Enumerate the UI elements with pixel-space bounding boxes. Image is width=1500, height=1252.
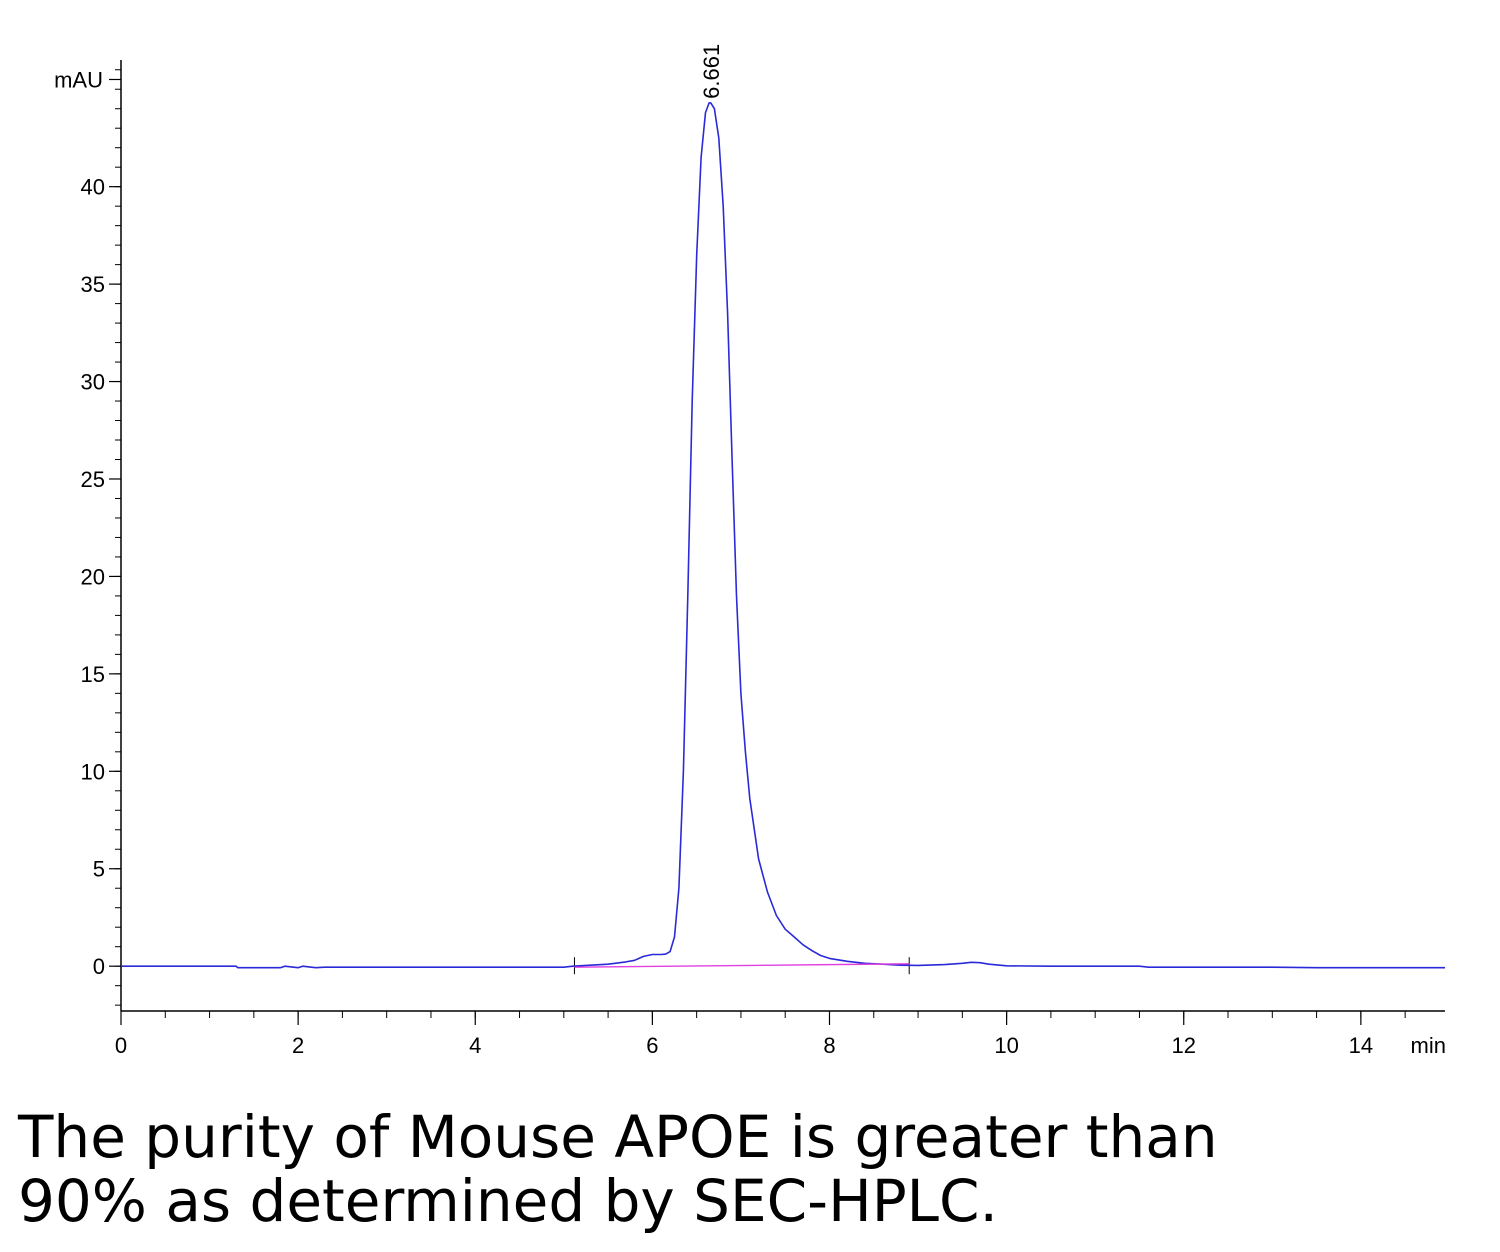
y-axis-label: mAU <box>54 67 103 92</box>
y-tick-label: 40 <box>81 175 105 200</box>
baseline-trace <box>574 963 910 968</box>
y-tick-label: 20 <box>81 564 105 589</box>
x-axis-label: min <box>1411 1033 1446 1058</box>
chart-svg: 0 5 10 15 20 25 30 35 40 mAU 0 2 4 6 8 10 12 14 min 6.661 <box>54 44 1446 1058</box>
y-tick-label: 5 <box>93 857 105 882</box>
caption-line-2: 90% as determined by SEC-HPLC. <box>18 1167 998 1235</box>
y-tick-label: 35 <box>81 272 105 297</box>
x-tick-label: 2 <box>292 1033 304 1058</box>
y-tick-label: 0 <box>93 954 105 979</box>
peak-label: 6.661 <box>699 44 724 99</box>
chromatogram-chart: 0 5 10 15 20 25 30 35 40 mAU 0 2 4 6 8 10 12 14 min 6.661 <box>54 44 1446 1058</box>
x-tick-label: 14 <box>1349 1033 1373 1058</box>
x-tick-label: 10 <box>994 1033 1018 1058</box>
chromatogram-trace <box>121 102 1445 969</box>
x-tick-label: 0 <box>115 1033 127 1058</box>
x-tick-label: 12 <box>1172 1033 1196 1058</box>
y-tick-label: 30 <box>81 370 105 395</box>
purity-caption: The purity of Mouse APOE is greater than… <box>18 1105 1478 1233</box>
x-tick-label: 8 <box>823 1033 835 1058</box>
y-tick-label: 15 <box>81 662 105 687</box>
x-tick-label: 4 <box>469 1033 481 1058</box>
caption-line-1: The purity of Mouse APOE is greater than <box>18 1103 1218 1171</box>
y-tick-label: 10 <box>81 759 105 784</box>
x-tick-label: 6 <box>646 1033 658 1058</box>
y-tick-label: 25 <box>81 467 105 492</box>
